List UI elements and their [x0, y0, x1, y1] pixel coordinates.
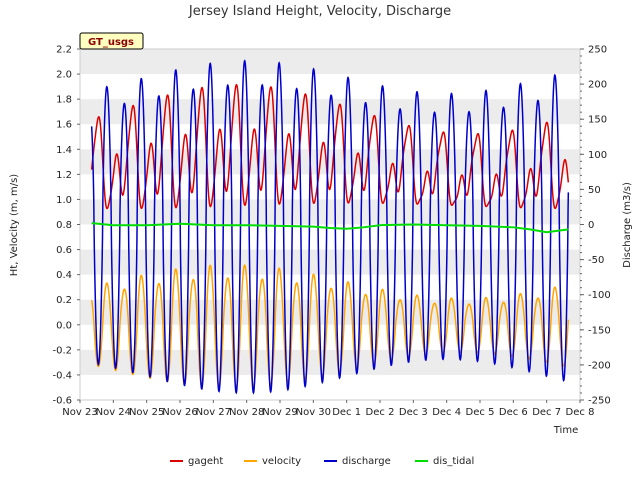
y-tick-label: 2.0	[56, 70, 72, 81]
x-tick-label: Dec 2	[366, 407, 395, 418]
legend-label: discharge	[342, 456, 391, 467]
x-tick-label: Dec 8	[566, 407, 595, 418]
x-tick-label: Nov 29	[262, 407, 297, 418]
y-tick-label: -0.6	[52, 396, 72, 407]
y2-tick-label: 100	[588, 150, 607, 161]
y-tick-label: 1.8	[56, 95, 72, 106]
grid-band	[80, 49, 580, 75]
y2-axis-title: Discharge (m3/s)	[622, 182, 633, 268]
y2-tick-label: 0	[588, 220, 594, 231]
legend-item-velocity: velocity	[244, 456, 301, 467]
x-tick-label: Dec 5	[466, 407, 495, 418]
y-tick-label: 1.2	[56, 170, 72, 181]
y2-tick-label: 250	[588, 45, 607, 56]
legend-label: dis_tidal	[433, 456, 474, 467]
x-tick-label: Nov 25	[129, 407, 164, 418]
y2-tick-label: -50	[588, 255, 604, 266]
y-tick-label: 0.8	[56, 220, 72, 231]
y-axis-title: Ht, Velocity (m, m/s)	[9, 174, 20, 277]
y-tick-label: -0.4	[52, 370, 72, 381]
y-tick-label: 0.2	[56, 295, 72, 306]
dis-tidal-line	[91, 222, 569, 234]
y-tick-label: 0.4	[56, 270, 72, 281]
legend-item-dis-tidal: dis_tidal	[415, 456, 474, 467]
y2-tick-label: -150	[588, 325, 611, 336]
y2-tick-label: -100	[588, 290, 611, 301]
x-tick-label: Dec 7	[532, 407, 561, 418]
x-tick-label: Nov 23	[62, 407, 97, 418]
y-tick-label: 0.0	[56, 320, 72, 331]
x-tick-label: Nov 24	[96, 407, 131, 418]
y2-tick-label: -200	[588, 360, 611, 371]
y-axis-right: -250 -200 -150 -100 -50 0 50 100 150 200 250	[580, 45, 611, 407]
y-tick-label: 1.4	[56, 145, 72, 156]
chart-title: Jersey Island Height, Velocity, Discharg…	[188, 4, 451, 19]
legend-item-gageht: gageht	[170, 456, 223, 467]
y-tick-label: 1.6	[56, 120, 72, 131]
source-badge-box	[79, 32, 144, 50]
grid-band	[80, 249, 580, 275]
legend-label: gageht	[188, 456, 223, 467]
velocity-line	[90, 264, 570, 389]
x-tick-label: Nov 30	[296, 407, 331, 418]
y2-tick-label: 200	[588, 80, 607, 91]
y-tick-label: 1.0	[56, 195, 72, 206]
legend: gageht velocity discharge dis_tidal	[170, 456, 474, 467]
x-tick-label: Nov 27	[196, 407, 231, 418]
legend-label: velocity	[262, 456, 301, 467]
y-tick-label: -0.2	[52, 345, 72, 356]
x-tick-label: Dec 6	[499, 407, 528, 418]
series-layer	[90, 59, 570, 395]
gageht-line	[90, 83, 570, 210]
y-tick-label: 0.6	[56, 245, 72, 256]
y2-tick-label: -250	[588, 396, 611, 407]
discharge-line	[90, 59, 570, 395]
x-tick-label: Dec 3	[399, 407, 428, 418]
source-badge-label: GT_usgs	[88, 37, 134, 48]
grid-band	[80, 349, 580, 375]
x-tick-label: Nov 28	[229, 407, 264, 418]
y-tick-label: 2.2	[56, 45, 72, 56]
source-badge: GT_usgs	[79, 32, 144, 50]
grid-band	[80, 149, 580, 175]
x-tick-label: Dec 1	[332, 407, 361, 418]
x-axis-title: Time	[553, 425, 578, 436]
x-tick-label: Dec 4	[432, 407, 461, 418]
y2-tick-label: 50	[588, 185, 601, 196]
y-axis-left: -0.6 -0.4 -0.2 0.0 0.2 0.4 0.6 0.8 1.0 1.2 1.4 1.6 1…	[52, 45, 80, 407]
y2-tick-label: 150	[588, 115, 607, 126]
legend-item-discharge: discharge	[324, 456, 391, 467]
x-tick-label: Nov 26	[162, 407, 197, 418]
